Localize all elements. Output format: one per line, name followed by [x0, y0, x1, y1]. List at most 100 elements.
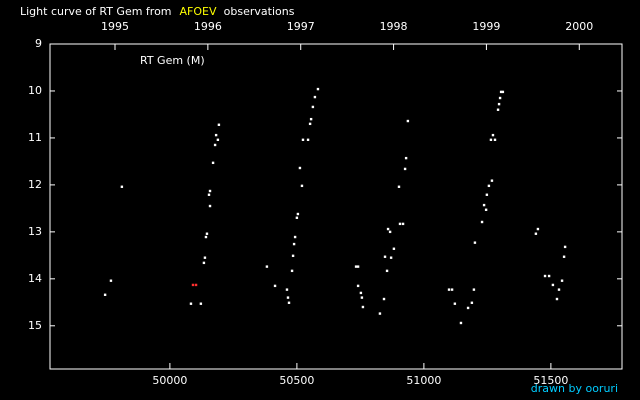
- data-point: [356, 284, 360, 288]
- credit: drawn by ooruri: [531, 382, 618, 395]
- y-tick-label: 13: [28, 225, 42, 238]
- data-point: [555, 297, 559, 301]
- data-point: [217, 123, 221, 126]
- data-point: [498, 96, 502, 100]
- data-point: [211, 161, 215, 165]
- data-point: [473, 241, 477, 244]
- data-point: [216, 138, 220, 142]
- data-point: [536, 227, 540, 231]
- data-point: [291, 254, 295, 258]
- data-point: [563, 245, 567, 249]
- data-point: [295, 216, 299, 219]
- y-tick-label: 10: [28, 84, 42, 97]
- y-tick-label: 14: [28, 272, 42, 285]
- title-segment: observations: [224, 5, 295, 18]
- y-tick-label: 11: [28, 131, 42, 144]
- data-point: [354, 265, 358, 268]
- data-point: [199, 302, 203, 305]
- data-point: [485, 193, 489, 196]
- data-point: [496, 108, 500, 111]
- data-point: [109, 279, 113, 282]
- data-point: [316, 87, 320, 91]
- data-point: [287, 301, 291, 304]
- data-point: [286, 296, 290, 299]
- x2-tick-label: 1996: [194, 20, 222, 33]
- annotation: RT Gem (M): [140, 54, 205, 67]
- data-point: [489, 138, 493, 142]
- data-point: [203, 256, 207, 259]
- data-point: [290, 269, 294, 273]
- data-point: [562, 255, 566, 258]
- data-point: [385, 269, 389, 273]
- data-point: [293, 235, 297, 239]
- data-point: [189, 302, 193, 305]
- data-point: [311, 105, 315, 109]
- data-point: [208, 189, 212, 193]
- data-point: [194, 283, 198, 287]
- y-tick-label: 15: [28, 319, 42, 332]
- data-point: [482, 203, 486, 207]
- data-point: [296, 212, 300, 216]
- data-point: [560, 279, 564, 282]
- data-point: [557, 288, 561, 291]
- data-point: [313, 95, 317, 99]
- data-point: [406, 119, 410, 123]
- data-point: [273, 284, 277, 288]
- data-point: [404, 156, 408, 160]
- data-point: [397, 185, 401, 188]
- x-tick-label: 51000: [406, 374, 441, 387]
- data-point: [285, 288, 289, 291]
- data-point: [490, 179, 494, 182]
- data-point: [472, 288, 476, 291]
- data-point: [450, 288, 454, 291]
- data-point: [401, 222, 405, 226]
- data-point: [207, 193, 211, 196]
- x2-tick-label: 1997: [287, 20, 315, 33]
- y-tick-label: 9: [35, 37, 42, 50]
- data-point: [214, 133, 218, 137]
- data-point: [382, 297, 386, 301]
- data-point: [356, 265, 360, 268]
- x2-tick-label: 1999: [472, 20, 500, 33]
- data-point: [301, 138, 305, 142]
- data-point: [208, 204, 212, 208]
- data-point: [470, 301, 474, 304]
- data-point: [191, 283, 195, 287]
- data-point: [361, 305, 365, 309]
- data-point: [491, 133, 495, 137]
- data-point: [309, 117, 313, 121]
- data-point: [103, 293, 107, 296]
- data-point: [447, 288, 451, 291]
- data-point: [398, 222, 402, 226]
- data-point: [487, 184, 491, 188]
- chart-title: Light curve of RT Gem from AFOEV observati…: [20, 5, 295, 18]
- data-point: [204, 235, 208, 239]
- data-point: [499, 90, 503, 94]
- x-tick-label: 50000: [152, 374, 187, 387]
- data-point: [205, 232, 209, 235]
- data-point: [547, 274, 551, 278]
- data-point: [120, 185, 124, 188]
- y-tick-label: 12: [28, 178, 42, 191]
- data-point: [551, 283, 555, 287]
- x2-tick-label: 1998: [380, 20, 408, 33]
- data-point: [298, 166, 302, 170]
- data-point: [389, 256, 393, 259]
- data-point: [480, 220, 484, 224]
- data-point: [493, 138, 497, 142]
- data-point: [403, 167, 407, 171]
- data-point: [202, 261, 206, 265]
- x2-tick-label: 2000: [565, 20, 593, 33]
- data-point: [543, 274, 547, 278]
- data-point: [534, 232, 538, 235]
- x2-tick-label: 1995: [101, 20, 129, 33]
- data-point: [378, 312, 382, 315]
- data-point: [388, 230, 392, 234]
- data-point: [386, 227, 390, 231]
- data-point: [453, 302, 457, 305]
- data-point: [265, 265, 269, 268]
- data-point: [213, 143, 217, 147]
- title-segment: Light curve of RT Gem from: [20, 5, 172, 18]
- data-point: [308, 122, 312, 126]
